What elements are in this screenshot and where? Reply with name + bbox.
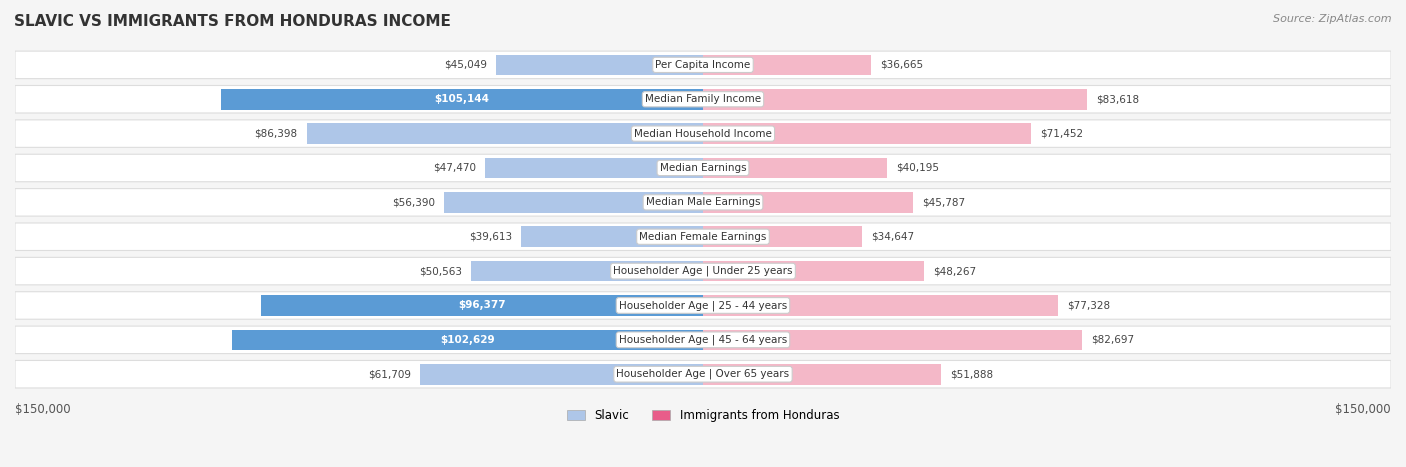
- Text: Median Household Income: Median Household Income: [634, 128, 772, 139]
- Bar: [444, 192, 703, 212]
- Text: Householder Age | 45 - 64 years: Householder Age | 45 - 64 years: [619, 334, 787, 345]
- Text: $50,563: $50,563: [419, 266, 463, 276]
- Text: $34,647: $34,647: [872, 232, 914, 242]
- Text: Householder Age | Under 25 years: Householder Age | Under 25 years: [613, 266, 793, 276]
- Bar: [703, 55, 872, 75]
- Text: Median Earnings: Median Earnings: [659, 163, 747, 173]
- Bar: [703, 330, 1083, 350]
- Text: SLAVIC VS IMMIGRANTS FROM HONDURAS INCOME: SLAVIC VS IMMIGRANTS FROM HONDURAS INCOM…: [14, 14, 451, 29]
- Bar: [221, 89, 703, 110]
- Text: $51,888: $51,888: [950, 369, 993, 379]
- FancyBboxPatch shape: [15, 361, 1391, 388]
- Bar: [703, 261, 924, 282]
- Legend: Slavic, Immigrants from Honduras: Slavic, Immigrants from Honduras: [562, 404, 844, 427]
- Text: $39,613: $39,613: [470, 232, 512, 242]
- FancyBboxPatch shape: [15, 223, 1391, 250]
- FancyBboxPatch shape: [15, 326, 1391, 354]
- Bar: [703, 89, 1087, 110]
- Text: $48,267: $48,267: [934, 266, 977, 276]
- FancyBboxPatch shape: [15, 189, 1391, 216]
- Text: Median Female Earnings: Median Female Earnings: [640, 232, 766, 242]
- Bar: [307, 123, 703, 144]
- Bar: [232, 330, 703, 350]
- Bar: [471, 261, 703, 282]
- Bar: [703, 123, 1031, 144]
- Bar: [262, 295, 703, 316]
- FancyBboxPatch shape: [15, 51, 1391, 78]
- Text: Per Capita Income: Per Capita Income: [655, 60, 751, 70]
- Text: Source: ZipAtlas.com: Source: ZipAtlas.com: [1274, 14, 1392, 24]
- Text: $82,697: $82,697: [1091, 335, 1135, 345]
- Bar: [703, 158, 887, 178]
- Bar: [703, 295, 1057, 316]
- Text: $61,709: $61,709: [368, 369, 411, 379]
- Text: $56,390: $56,390: [392, 198, 436, 207]
- Bar: [703, 226, 862, 247]
- FancyBboxPatch shape: [15, 154, 1391, 182]
- Text: $40,195: $40,195: [897, 163, 939, 173]
- Text: $45,787: $45,787: [922, 198, 966, 207]
- FancyBboxPatch shape: [15, 292, 1391, 319]
- FancyBboxPatch shape: [15, 85, 1391, 113]
- Text: $105,144: $105,144: [434, 94, 489, 104]
- Text: Householder Age | Over 65 years: Householder Age | Over 65 years: [616, 369, 790, 380]
- Text: Householder Age | 25 - 44 years: Householder Age | 25 - 44 years: [619, 300, 787, 311]
- Text: $77,328: $77,328: [1067, 300, 1109, 311]
- Text: Median Family Income: Median Family Income: [645, 94, 761, 104]
- Bar: [703, 364, 941, 384]
- Text: $150,000: $150,000: [1336, 403, 1391, 417]
- Text: $102,629: $102,629: [440, 335, 495, 345]
- Text: $83,618: $83,618: [1095, 94, 1139, 104]
- Text: $47,470: $47,470: [433, 163, 477, 173]
- FancyBboxPatch shape: [15, 257, 1391, 285]
- Bar: [496, 55, 703, 75]
- Text: $96,377: $96,377: [458, 300, 506, 311]
- Bar: [485, 158, 703, 178]
- Text: $86,398: $86,398: [254, 128, 298, 139]
- FancyBboxPatch shape: [15, 120, 1391, 148]
- Text: $150,000: $150,000: [15, 403, 70, 417]
- Text: Median Male Earnings: Median Male Earnings: [645, 198, 761, 207]
- Text: $45,049: $45,049: [444, 60, 488, 70]
- Bar: [522, 226, 703, 247]
- Bar: [420, 364, 703, 384]
- Text: $71,452: $71,452: [1040, 128, 1083, 139]
- Text: $36,665: $36,665: [880, 60, 924, 70]
- Bar: [703, 192, 912, 212]
